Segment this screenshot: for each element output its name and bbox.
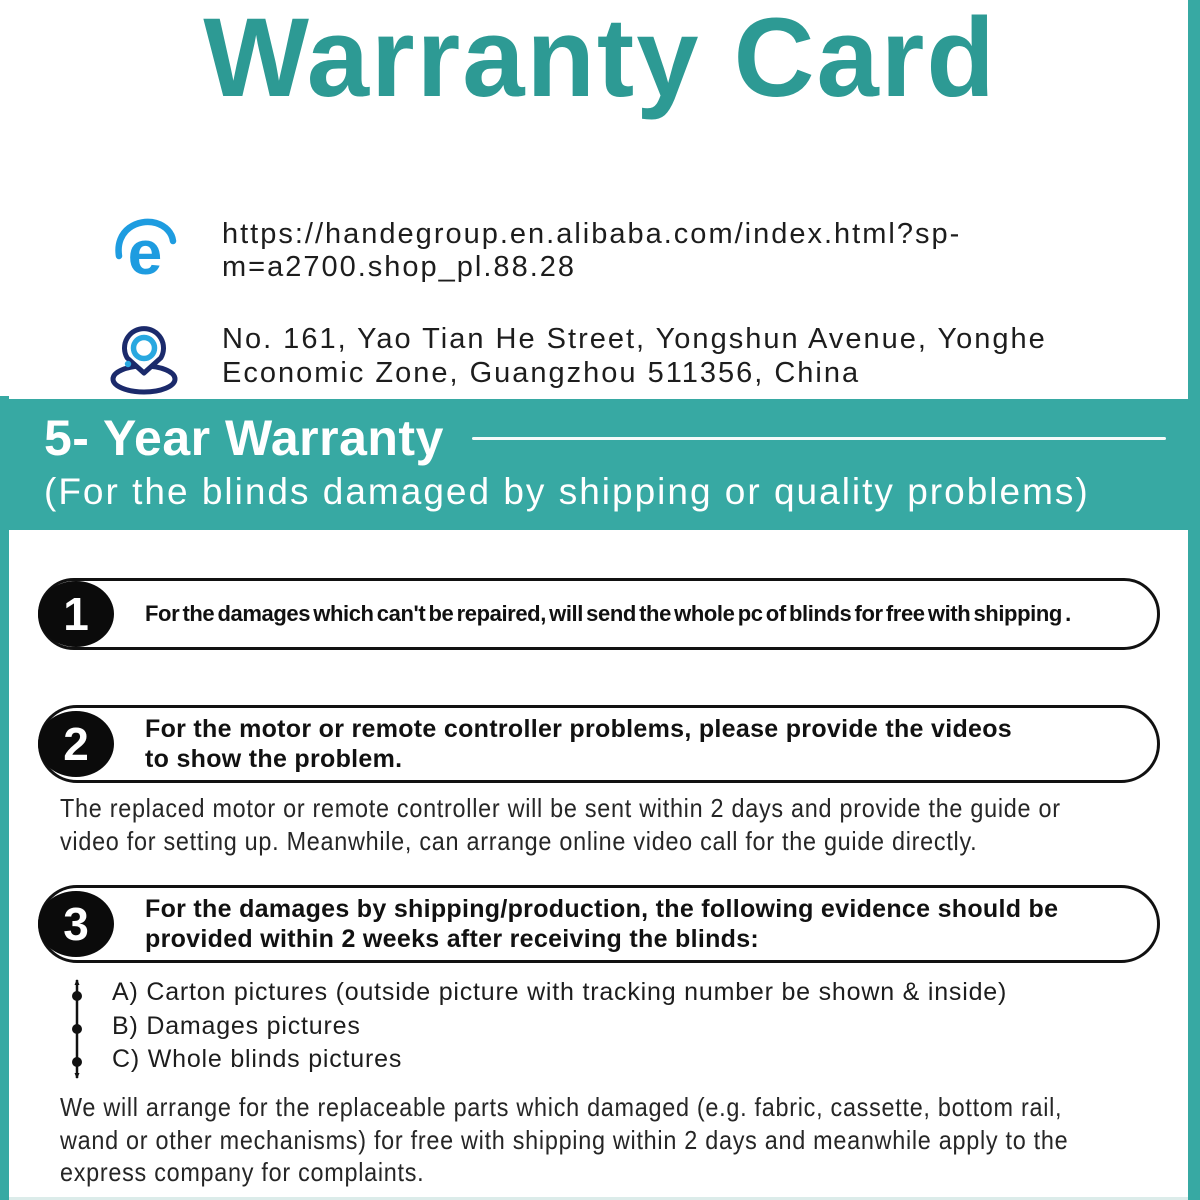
- banner-divider-line: [471, 436, 1166, 440]
- term-3-text-line: For the damages by shipping/production, …: [145, 895, 1059, 924]
- term-1-text: For the damages which can't be repaired,…: [145, 601, 1071, 627]
- term-2-text-line: For the motor or remote controller probl…: [145, 715, 1013, 744]
- term-item-1: 1 For the damages which can't be repaire…: [38, 578, 1160, 651]
- replacement-parts-note: We will arrange for the replaceable part…: [60, 1091, 1069, 1189]
- term-2-number-badge: 2: [38, 711, 114, 778]
- term-2-text: For the motor or remote controller probl…: [145, 714, 1133, 774]
- banner-heading-row: 5- Year Warranty: [44, 409, 1172, 466]
- term-3-number-badge: 3: [38, 891, 114, 958]
- list-item: B) Damages pictures: [112, 1011, 361, 1040]
- note-line: wand or other mechanisms) for free with …: [60, 1124, 1069, 1155]
- term-1-number-badge: 1: [38, 581, 114, 648]
- timeline-connector-icon: [72, 979, 82, 1080]
- website-url: https://handegroup.en.alibaba.com/index.…: [222, 218, 961, 285]
- evidence-items: A) Carton pictures (outside picture with…: [112, 977, 1007, 1079]
- right-border-stripe: [1188, 0, 1200, 1200]
- term-item-3: 3 For the damages by shipping/production…: [38, 885, 1160, 964]
- location-pin-icon: [102, 315, 186, 399]
- warranty-subheading: (For the blinds damaged by shipping or q…: [44, 470, 1090, 512]
- warranty-heading: 5- Year Warranty: [44, 409, 444, 466]
- term-item-2: 2 For the motor or remote controller pro…: [38, 705, 1160, 784]
- evidence-list: A) Carton pictures (outside picture with…: [70, 977, 1160, 1080]
- company-address: No. 161, Yao Tian He Street, Yongshun Av…: [222, 323, 1047, 390]
- address-row: No. 161, Yao Tian He Street, Yongshun Av…: [110, 315, 1200, 399]
- list-item: C) Whole blinds pictures: [112, 1045, 403, 1074]
- motor-replacement-note: The replaced motor or remote controller …: [60, 792, 1061, 857]
- note-line: video for setting up. Meanwhile, can arr…: [60, 825, 978, 856]
- term-3-text-line: provided within 2 weeks after receiving …: [145, 925, 760, 954]
- bottom-hairline: [0, 1197, 1200, 1200]
- contact-block: e https://handegroup.en.alibaba.com/inde…: [110, 218, 1200, 399]
- note-line: express company for complaints.: [60, 1157, 425, 1188]
- page-title: Warranty Card: [203, 0, 997, 120]
- warranty-banner: 5- Year Warranty (For the blinds damaged…: [0, 398, 1200, 531]
- note-line: We will arrange for the replaceable part…: [60, 1092, 1063, 1123]
- website-row: e https://handegroup.en.alibaba.com/inde…: [112, 218, 1200, 285]
- left-border-stripe: [0, 396, 9, 1200]
- warranty-terms: 1 For the damages which can't be repaire…: [0, 530, 1200, 1189]
- svg-text:e: e: [128, 219, 162, 284]
- term-3-text: For the damages by shipping/production, …: [145, 894, 1133, 954]
- term-2-text-line: to show the problem.: [145, 745, 403, 774]
- address-line: Economic Zone, Guangzhou 511356, China: [222, 356, 861, 389]
- website-url-line: m=a2700.shop_pl.88.28: [222, 251, 577, 284]
- list-item: A) Carton pictures (outside picture with…: [112, 978, 1008, 1007]
- internet-explorer-icon: e: [112, 218, 178, 284]
- address-line: No. 161, Yao Tian He Street, Yongshun Av…: [222, 323, 1047, 356]
- website-url-line: https://handegroup.en.alibaba.com/index.…: [222, 218, 962, 250]
- note-line: The replaced motor or remote controller …: [60, 793, 1061, 824]
